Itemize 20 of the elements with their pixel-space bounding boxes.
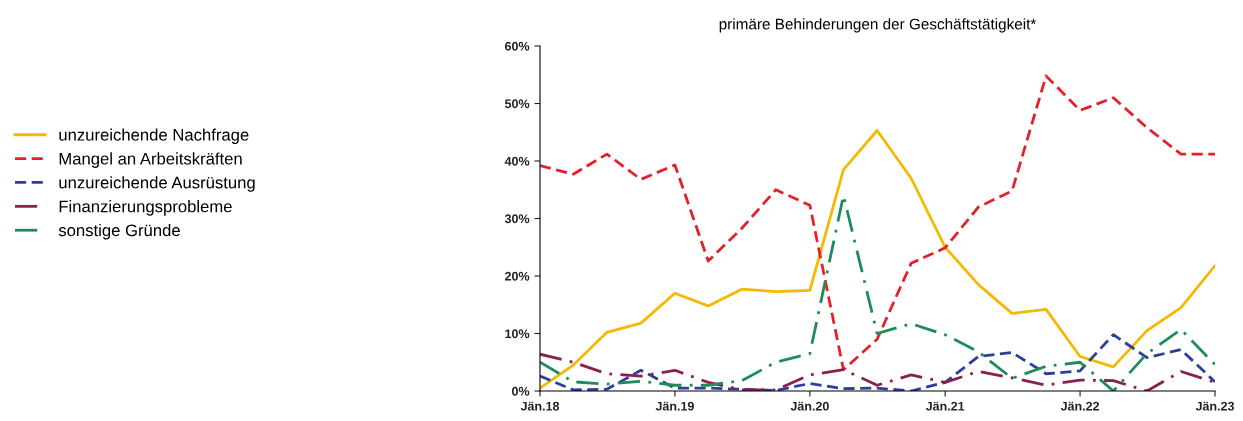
x-tick-label: Jän.19	[655, 401, 694, 411]
legend-label: unzureichende Ausrüstung	[59, 176, 255, 192]
x-tick-label: Jän.21	[925, 401, 965, 411]
legend-label: Mangel an Arbeitskräften	[59, 152, 242, 168]
chart-title: primäre Behinderungen der Geschäftstätigkeit*	[719, 18, 1037, 33]
y-tick-label: 60%	[505, 41, 530, 51]
y-tick-label: 0%	[512, 386, 530, 396]
legend-label: unzureichende Nachfrage	[59, 128, 249, 145]
x-tick-label: Jän.20	[790, 401, 829, 411]
y-tick-label: 30%	[504, 214, 530, 224]
x-tick-label: Jän.18	[520, 401, 560, 411]
x-tick-label: Jän.22	[1060, 401, 1100, 411]
legend-label: sonstige Gründe	[58, 223, 180, 240]
legend-label: Finanzierungsprobleme	[59, 200, 232, 216]
y-tick-label: 20%	[505, 271, 530, 281]
x-tick-label: Jän.23	[1195, 401, 1235, 411]
y-tick-label: 50%	[504, 99, 530, 109]
y-tick-label: 40%	[504, 156, 530, 166]
line-series	[540, 74, 1215, 372]
y-tick-label: 10%	[505, 329, 530, 339]
